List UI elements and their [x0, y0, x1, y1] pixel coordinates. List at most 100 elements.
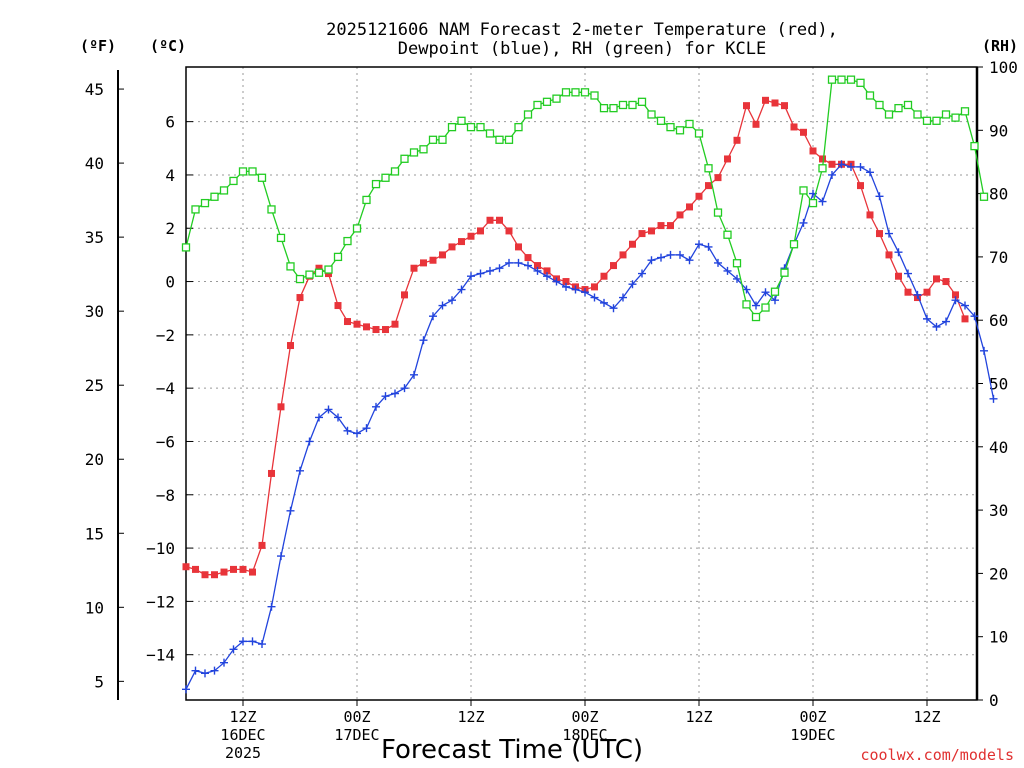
data-point: [505, 258, 513, 267]
data-point: [676, 211, 684, 219]
data-point: [410, 264, 418, 272]
fahrenheit-axis-label: (ºF): [80, 37, 116, 55]
data-point: [989, 394, 998, 403]
data-point: [600, 272, 608, 280]
data-point: [629, 240, 636, 248]
data-point: [467, 232, 475, 240]
data-point: [704, 164, 713, 173]
data-point: [438, 301, 447, 310]
data-point: [942, 278, 950, 286]
data-point: [419, 145, 428, 154]
data-point: [438, 135, 447, 144]
data-point: [618, 100, 628, 110]
data-point: [941, 110, 951, 119]
x-tick-label: 12Z: [457, 708, 484, 726]
c-tick-label: −8: [156, 486, 175, 505]
data-point: [201, 571, 209, 579]
f-tick-label: 20: [85, 450, 104, 469]
series-line: [185, 163, 995, 690]
data-point: [713, 208, 723, 217]
data-point: [666, 250, 675, 259]
data-point: [638, 269, 646, 278]
data-point: [334, 302, 342, 310]
x-tick-label: 00Z: [571, 708, 598, 726]
rh-tick-label: 0: [989, 691, 999, 710]
data-point: [942, 317, 950, 326]
data-point: [581, 288, 589, 297]
data-point: [695, 240, 703, 249]
data-point: [903, 100, 913, 110]
data-point: [610, 262, 617, 270]
data-point: [515, 243, 522, 251]
data-point: [714, 174, 722, 182]
data-point: [638, 230, 646, 238]
data-point: [876, 230, 883, 238]
data-point: [286, 506, 295, 515]
c-tick-label: −14: [146, 646, 175, 665]
data-point: [458, 238, 465, 246]
plot-frame: [185, 66, 978, 701]
data-point: [562, 282, 570, 291]
data-point: [961, 301, 969, 310]
data-series: [181, 75, 998, 694]
data-point: [771, 99, 779, 107]
data-point: [324, 265, 333, 274]
rh-tick-label: 50: [989, 375, 1008, 394]
data-point: [695, 192, 703, 200]
data-point: [343, 236, 352, 246]
data-point: [477, 227, 484, 235]
c-tick-label: 6: [165, 113, 175, 132]
data-point: [315, 413, 323, 422]
data-point: [742, 285, 751, 294]
rh-tick-label: 90: [989, 121, 1008, 140]
data-point: [761, 288, 770, 297]
data-point: [599, 103, 609, 113]
data-point: [856, 162, 865, 171]
data-point: [514, 122, 523, 132]
f-tick-label: 5: [94, 672, 104, 691]
chart-title-line-1: 2025121606 NAM Forecast 2-meter Temperat…: [326, 20, 838, 40]
data-point: [752, 301, 760, 310]
data-point: [211, 571, 218, 579]
data-point: [780, 268, 789, 277]
data-point: [591, 283, 598, 291]
rh-tick-label: 20: [989, 564, 1008, 583]
data-point: [248, 167, 257, 176]
data-point: [694, 129, 704, 138]
grid-lines: [186, 67, 977, 700]
data-point: [372, 326, 380, 334]
data-point: [229, 176, 238, 186]
rh-tick-label: 80: [989, 185, 1008, 204]
celsius-axis-label: (ºC): [150, 37, 186, 55]
data-point: [648, 227, 655, 235]
data-point: [401, 291, 408, 299]
data-point: [257, 173, 267, 182]
data-point: [523, 110, 533, 119]
rh-axis-label: (RH): [982, 37, 1018, 55]
data-point: [676, 250, 684, 259]
rh-tick-label: 30: [989, 501, 1008, 520]
data-point: [429, 312, 437, 321]
data-point: [980, 346, 988, 355]
data-point: [543, 267, 551, 275]
data-point: [705, 182, 712, 190]
data-point: [857, 182, 864, 190]
data-point: [287, 342, 294, 350]
data-point: [496, 216, 503, 224]
data-point: [296, 294, 304, 302]
data-point: [230, 565, 237, 573]
data-point: [542, 97, 552, 106]
data-point: [865, 91, 875, 100]
data-point: [656, 116, 666, 125]
data-point: [933, 275, 940, 283]
c-tick-label: −12: [146, 592, 175, 611]
data-point: [819, 155, 826, 163]
data-point: [181, 243, 191, 252]
data-point: [637, 97, 647, 106]
c-tick-label: 2: [165, 219, 175, 238]
data-point: [533, 266, 542, 275]
data-point: [353, 429, 361, 438]
data-point: [382, 326, 389, 334]
f-tick-label: 30: [85, 302, 104, 321]
data-point: [533, 100, 542, 110]
